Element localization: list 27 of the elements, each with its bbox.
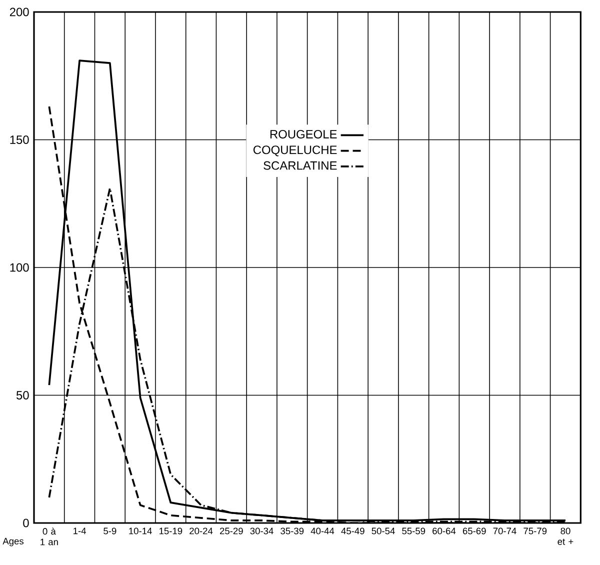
x-tick-label: 75-79: [524, 528, 547, 534]
x-tick-label: 80 et +: [558, 528, 574, 545]
legend-label: SCARLATINE: [264, 161, 337, 170]
y-tick-label: 0: [23, 518, 29, 528]
x-tick-label: 70-74: [493, 528, 516, 534]
y-tick-label: 150: [10, 136, 29, 144]
x-tick-label: 60-64: [432, 528, 456, 534]
x-tick-label: 20-24: [190, 528, 213, 534]
y-tick-label: 200: [10, 8, 29, 16]
x-tick-label: 0 à 1 an: [40, 528, 58, 546]
legend-label: ROUGEOLE: [270, 130, 337, 138]
x-tick-label: 50-54: [372, 528, 395, 534]
x-tick-label: 45-49: [341, 528, 364, 534]
x-axis-title: Ages: [2, 538, 24, 546]
x-tick-label: 25-29: [220, 528, 243, 534]
x-tick-label: 15-19: [159, 528, 182, 534]
x-tick-label: 1-4: [74, 528, 86, 534]
x-tick-label: 35-39: [280, 528, 304, 534]
x-tick-label: 65-69: [462, 528, 486, 534]
x-tick-label: 55-59: [402, 528, 426, 534]
x-tick-label: 5-9: [104, 528, 116, 534]
x-tick-label: 40-44: [310, 528, 334, 534]
legend-label: COQUELUCHE: [253, 146, 337, 156]
x-tick-label: 30-34: [250, 528, 274, 534]
y-tick-label: 50: [16, 391, 29, 400]
y-tick-label: 100: [10, 263, 29, 272]
x-tick-label: 10-14: [129, 528, 152, 534]
